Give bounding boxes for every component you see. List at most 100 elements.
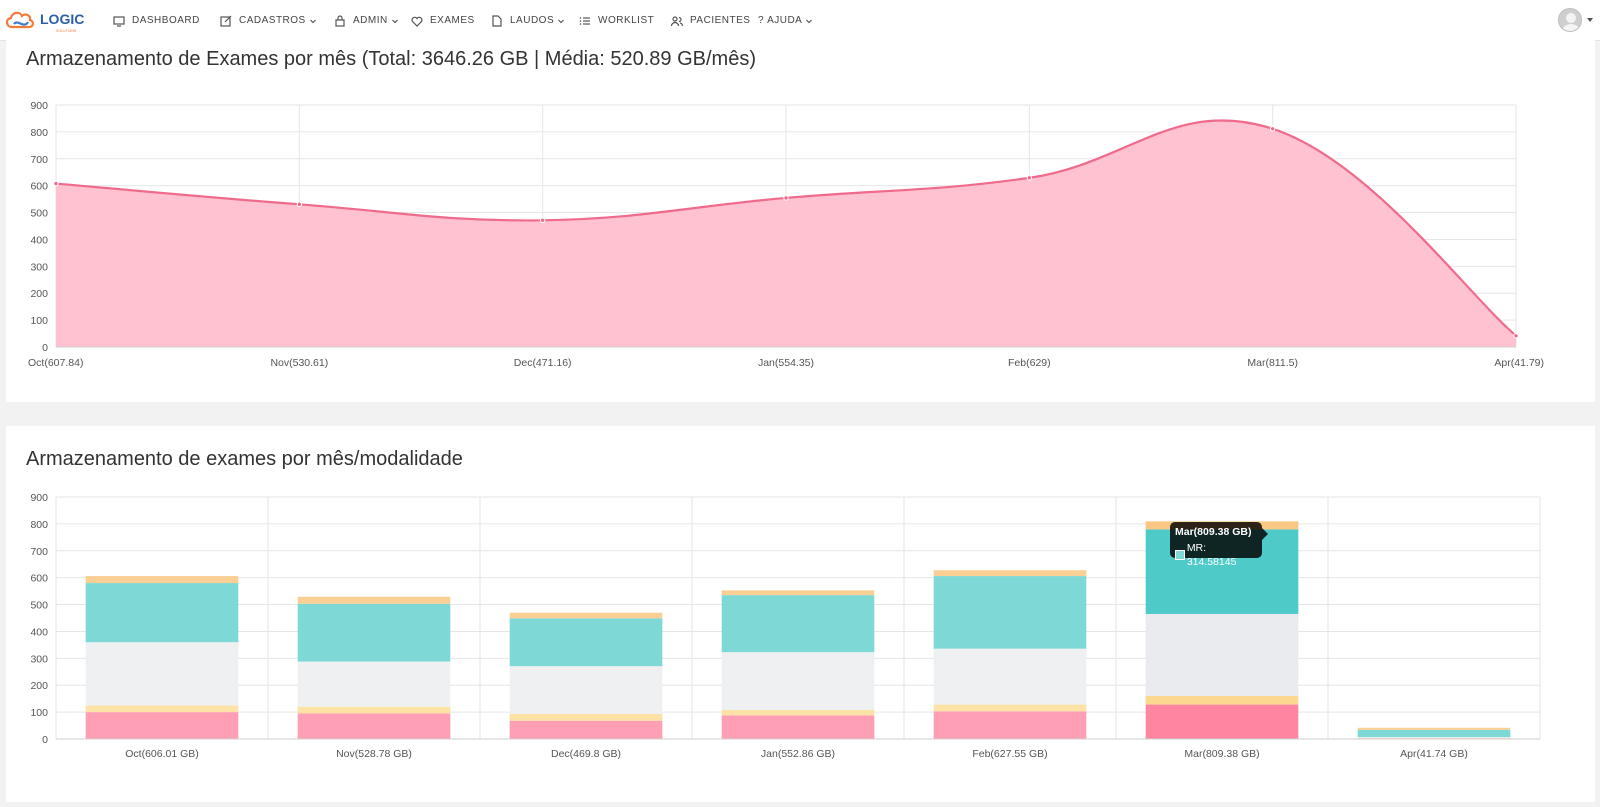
bar-segment bbox=[297, 596, 451, 604]
nav-pacientes-label: PACIENTES bbox=[690, 15, 751, 26]
nav-laudos-label: LAUDOS bbox=[510, 15, 555, 26]
x-tick-label: Nov(528.78 GB) bbox=[336, 748, 412, 760]
users-icon bbox=[670, 15, 684, 26]
nav-dashboard-label: DASHBOARD bbox=[132, 15, 200, 26]
bar-segment bbox=[297, 661, 451, 707]
edit-icon bbox=[220, 15, 232, 27]
nav-cadastros-label: CADASTROS bbox=[239, 15, 306, 26]
nav-pacientes[interactable]: PACIENTES bbox=[670, 0, 750, 41]
y-tick-label: 0 bbox=[42, 734, 48, 746]
nav-ajuda-label: AJUDA bbox=[767, 15, 803, 26]
monitor-icon bbox=[113, 15, 125, 27]
cloud-logo-icon: LOGIC SOLUTIONS bbox=[5, 11, 84, 33]
bar-segment bbox=[721, 595, 875, 653]
bar-segment bbox=[85, 583, 239, 643]
y-tick-label: 500 bbox=[30, 208, 48, 220]
storage-per-month-chart[interactable]: 0 100 200 300 400 500 600 700 800 900 Oct(607.84) N… bbox=[6, 40, 1595, 402]
nav-cadastros[interactable]: CADASTROS bbox=[219, 0, 317, 41]
x-tick-label: Oct(607.84) bbox=[28, 357, 83, 369]
y-tick-label: 900 bbox=[30, 492, 48, 504]
x-tick-label: Oct(606.01 GB) bbox=[125, 748, 199, 760]
bar-segment bbox=[85, 576, 239, 584]
data-point bbox=[53, 180, 59, 187]
y-tick-label: 600 bbox=[30, 573, 48, 585]
bar-segment bbox=[721, 652, 875, 710]
x-tick-label: Jan(554.35) bbox=[758, 357, 814, 369]
user-icon bbox=[1561, 13, 1581, 31]
y-tick-label: 200 bbox=[30, 680, 48, 692]
y-tick-label: 100 bbox=[30, 315, 48, 327]
bar-segment bbox=[933, 570, 1087, 577]
tooltip-arrow bbox=[1262, 528, 1268, 540]
data-point bbox=[1513, 333, 1519, 339]
y-tick-label: 200 bbox=[30, 288, 48, 300]
y-tick-label: 0 bbox=[42, 342, 48, 354]
storage-per-modality-card: Armazenamento de exames por mês/modalida… bbox=[6, 426, 1595, 802]
bar-segment bbox=[297, 713, 451, 739]
bar-segment bbox=[509, 618, 663, 667]
y-tick-label: 800 bbox=[30, 519, 48, 531]
nav-worklist[interactable]: WORKLIST bbox=[578, 0, 654, 41]
bar-segment bbox=[85, 712, 239, 739]
storage-per-modality-chart[interactable]: 0 100 200 300 400 500 600 700 800 900 Oct(606.01 G… bbox=[6, 426, 1595, 802]
y-tick-label: 700 bbox=[30, 154, 48, 166]
user-avatar[interactable] bbox=[1558, 8, 1582, 32]
nav-ajuda[interactable]: ? AJUDA bbox=[758, 0, 813, 41]
storage-per-month-title: Armazenamento de Exames por mês (Total: … bbox=[26, 48, 756, 70]
data-point bbox=[1269, 126, 1276, 132]
nav-exames-label: EXAMES bbox=[430, 15, 475, 26]
bar-segment bbox=[721, 709, 875, 716]
tooltip-color-swatch bbox=[1175, 550, 1185, 560]
y-tick-label: 900 bbox=[30, 100, 48, 112]
data-point bbox=[1026, 175, 1033, 181]
y-tick-label: 100 bbox=[30, 707, 48, 719]
data-point bbox=[539, 217, 546, 224]
x-tick-label: Jan(552.86 GB) bbox=[761, 748, 835, 760]
chevron-down-icon bbox=[309, 19, 316, 23]
nav-admin[interactable]: ADMIN bbox=[333, 0, 399, 41]
nav-dashboard[interactable]: DASHBOARD bbox=[112, 0, 200, 41]
bar-segment bbox=[297, 706, 451, 714]
x-tick-label: Apr(41.74 GB) bbox=[1400, 748, 1468, 760]
tooltip-label: MR: 314.58145 bbox=[1186, 542, 1237, 568]
x-tick-label: Feb(627.55 GB) bbox=[972, 748, 1047, 760]
chevron-down-icon bbox=[391, 19, 398, 23]
chart-tooltip: Mar(809.38 GB) MR: 314.58145 bbox=[1170, 522, 1268, 568]
logo[interactable]: LOGIC SOLUTIONS bbox=[4, 7, 94, 35]
bar-segment bbox=[1145, 704, 1299, 739]
chevron-down-icon bbox=[806, 19, 813, 23]
area-fill bbox=[56, 120, 1516, 347]
list-icon bbox=[579, 16, 590, 25]
bar-segment bbox=[933, 576, 1087, 649]
storage-per-modality-title: Armazenamento de exames por mês/modalida… bbox=[26, 448, 463, 470]
nav-worklist-label: WORKLIST bbox=[598, 15, 655, 26]
logo-text: LOGIC bbox=[40, 11, 84, 27]
bar-segment bbox=[1357, 727, 1511, 730]
user-menu-caret-icon[interactable] bbox=[1587, 18, 1593, 22]
y-tick-label: 300 bbox=[30, 653, 48, 665]
y-tick-label: 400 bbox=[30, 234, 48, 246]
y-tick-label: 800 bbox=[30, 127, 48, 139]
bar-segment bbox=[297, 603, 451, 662]
lock-icon bbox=[335, 14, 345, 27]
bar-segment bbox=[509, 713, 663, 721]
y-tick-label: 500 bbox=[30, 600, 48, 612]
bar-segment bbox=[1145, 613, 1299, 696]
x-tick-label: Feb(629) bbox=[1008, 357, 1051, 369]
nav-laudos[interactable]: LAUDOS bbox=[490, 0, 565, 41]
logo-subtext: SOLUTIONS bbox=[56, 29, 77, 33]
bar-segment bbox=[85, 642, 239, 706]
y-tick-label: 700 bbox=[30, 546, 48, 558]
y-tick-label: 400 bbox=[30, 626, 48, 638]
x-tick-label: Nov(530.61) bbox=[270, 357, 328, 369]
bar-segment bbox=[1357, 737, 1511, 738]
bar-segment bbox=[85, 705, 239, 713]
y-tick-label: 600 bbox=[30, 181, 48, 193]
x-tick-label: Dec(471.16) bbox=[514, 357, 572, 369]
nav-exames[interactable]: EXAMES bbox=[410, 0, 475, 41]
bar-segment bbox=[933, 648, 1087, 705]
bar-segment bbox=[1357, 729, 1511, 738]
data-point bbox=[296, 201, 303, 208]
bar-segment bbox=[721, 715, 875, 739]
nav-admin-label: ADMIN bbox=[353, 15, 388, 26]
